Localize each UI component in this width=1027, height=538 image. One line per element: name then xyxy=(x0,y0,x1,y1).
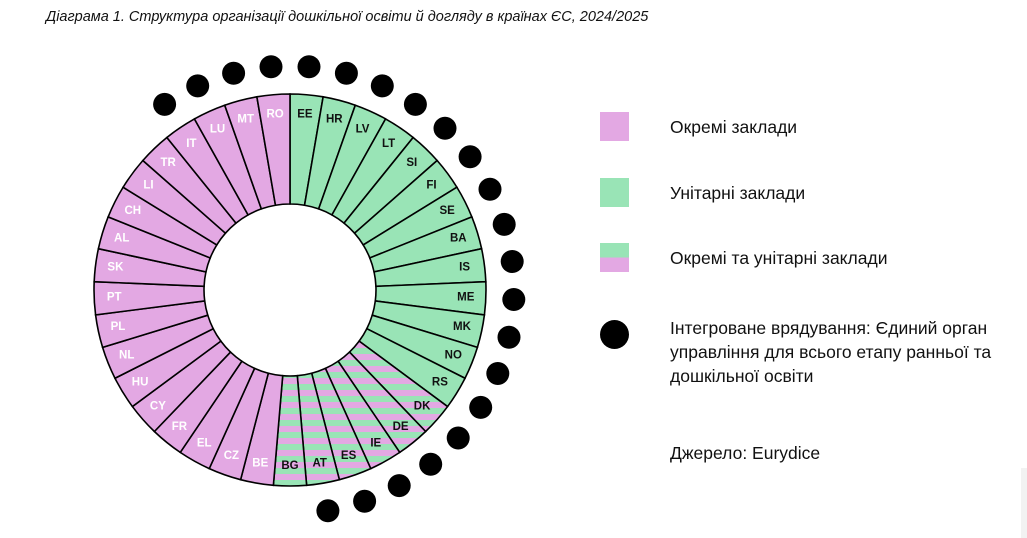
integrated-dot-lt xyxy=(403,92,427,116)
slice-label-pt: PT xyxy=(107,292,122,304)
slice-label-bg: BG xyxy=(281,460,298,472)
slice-label-ee: EE xyxy=(297,109,313,121)
slice-label-sk: SK xyxy=(107,262,124,274)
slice-label-at: AT xyxy=(312,458,326,470)
slice-label-se: SE xyxy=(440,205,456,217)
integrated-dot-ie xyxy=(387,474,411,498)
slice-label-cy: CY xyxy=(150,400,166,412)
integrated-dot-at xyxy=(316,499,340,523)
integrated-dot-hr xyxy=(334,61,358,85)
legend-mixed: Окремі та унітарні заклади xyxy=(600,243,887,272)
chart-title: Діаграма 1. Структура організації дошкіл… xyxy=(46,9,649,25)
slice-label-me: ME xyxy=(457,292,475,304)
integrated-dot-rs xyxy=(469,395,493,419)
slice-label-no: NO xyxy=(445,350,462,362)
legend-separate: Окремі заклади xyxy=(600,112,797,141)
integrated-dot-it xyxy=(153,92,177,116)
slice-label-rs: RS xyxy=(432,376,448,388)
integrated-dot-mk xyxy=(497,325,521,349)
integrated-dot-ba xyxy=(492,212,516,236)
legend-dot-integrated xyxy=(600,320,629,349)
legend-swatch-unitary xyxy=(600,178,629,207)
slice-label-hu: HU xyxy=(132,376,149,388)
integrated-dot-ee xyxy=(297,55,321,79)
integrated-dot-mt xyxy=(222,61,246,85)
legend-label-unitary: Унітарні заклади xyxy=(670,182,806,203)
slice-label-ro: RO xyxy=(266,109,283,121)
slice-label-ch: CH xyxy=(124,205,141,217)
slice-label-cz: CZ xyxy=(224,450,239,462)
slice-label-lt: LT xyxy=(382,138,395,150)
integrated-dot-lu xyxy=(186,74,210,98)
integrated-dot-no xyxy=(486,362,510,385)
legend-integrated: Інтегроване врядування: Єдиний орган упр… xyxy=(600,318,991,386)
slice-label-mt: MT xyxy=(237,114,254,126)
slice-label-is: IS xyxy=(459,262,470,274)
slice-label-lv: LV xyxy=(356,124,370,136)
slice-label-hr: HR xyxy=(326,114,343,126)
integrated-dot-ro xyxy=(259,55,283,79)
slice-label-si: SI xyxy=(406,157,417,169)
integrated-dot-lv xyxy=(370,74,394,98)
integrated-dot-si xyxy=(433,116,457,140)
legend-swatch-separate xyxy=(600,112,629,141)
slice-label-tr: TR xyxy=(161,157,177,169)
legend-unitary: Унітарні заклади xyxy=(600,178,805,207)
slice-label-el: EL xyxy=(197,438,212,450)
integrated-dot-de xyxy=(419,452,443,476)
slice-label-pl: PL xyxy=(111,321,126,333)
slice-label-li: LI xyxy=(143,179,153,191)
slice-label-dk: DK xyxy=(414,400,431,412)
slice-label-lu: LU xyxy=(210,124,225,136)
slice-label-it: IT xyxy=(186,138,196,150)
slice-label-ba: BA xyxy=(450,233,467,245)
slice-ro xyxy=(255,93,291,207)
integrated-dot-se xyxy=(478,177,502,201)
source-note: Джерело: Eurydice xyxy=(670,443,821,463)
integrated-dot-me xyxy=(502,288,526,311)
slice-label-es: ES xyxy=(341,450,357,462)
slice-label-al: AL xyxy=(114,233,129,245)
slice-label-nl: NL xyxy=(119,350,134,362)
legend-label-mixed: Окремі та унітарні заклади xyxy=(670,247,888,268)
slice-label-de: DE xyxy=(393,421,409,433)
legend-swatch-mixed xyxy=(600,243,629,272)
slice-label-mk: MK xyxy=(453,321,472,333)
integrated-dot-is xyxy=(500,250,524,273)
integrated-dot-fi xyxy=(458,145,482,169)
slice-label-fr: FR xyxy=(172,421,188,433)
legend-label-integrated: Інтегроване врядування: Єдиний орган упр… xyxy=(670,318,992,386)
integrated-dot-es xyxy=(353,489,377,513)
scrollbar-edge xyxy=(1021,468,1027,538)
slice-label-fi: FI xyxy=(426,179,436,191)
legend-label-separate: Окремі заклади xyxy=(670,116,798,137)
slice-label-ie: IE xyxy=(370,438,381,450)
slice-label-be: BE xyxy=(252,458,268,470)
integrated-dot-dk xyxy=(446,426,470,450)
